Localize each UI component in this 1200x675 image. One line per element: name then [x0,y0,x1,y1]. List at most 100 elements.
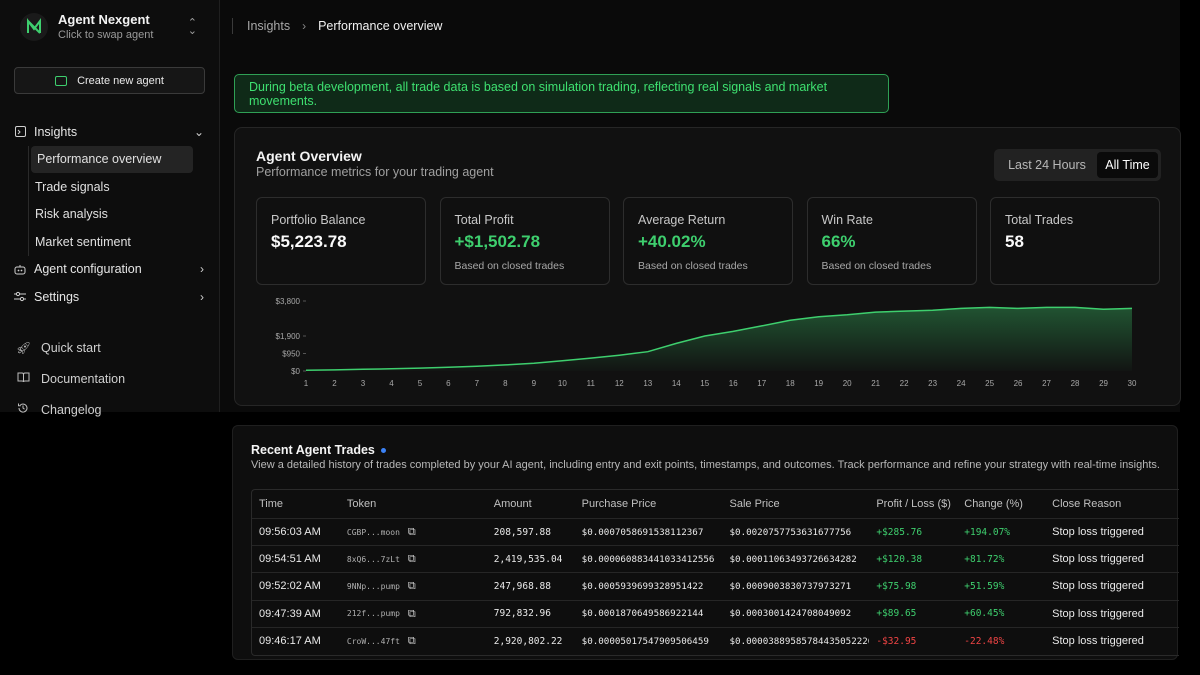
range-last-24-hours[interactable]: Last 24 Hours [1008,158,1086,172]
x-tick-label: 9 [532,379,537,388]
external-link-icon[interactable]: ⧉ [407,552,416,566]
link-label: Quick start [41,340,101,355]
app-window: Agent Nexgent Click to swap agent ⌃ ⌄ Cre… [14,0,1181,417]
table-row[interactable]: 09:52:02 AM 9NNp...pump ⧉ 247,968.88 $0.0… [252,573,1179,601]
column-header[interactable]: Change (%) [964,498,1023,510]
sidebar-item-market-sentiment[interactable]: Market sentiment [35,234,131,249]
external-link-icon[interactable]: ⧉ [407,634,416,648]
live-dot-icon [380,447,386,453]
create-agent-button[interactable]: Create new agent [14,67,205,94]
table-header: Time Token Amount Purchase Price Sale Pr… [252,490,1179,519]
agent-overview-panel: Agent Overview Performance metrics for y… [234,127,1181,406]
x-tick-label: 12 [615,379,624,388]
chart-box-icon [14,126,26,138]
panel-title: Agent Overview [256,148,362,164]
sidebar-bottom-links: 🚀︎ Quick start Documentation Changelog [16,332,125,425]
card-label: Win Rate [821,213,873,227]
x-tick-label: 24 [957,379,966,388]
card-label: Total Profit [454,213,514,227]
external-link-icon[interactable]: ⧉ [407,525,416,539]
portfolio-balance-chart: $3,800$1,900$950$01 2 3 4 5 6 7 8 9 10 11 12 13 14 15 1… [276,297,1137,388]
beta-notice-banner: During beta development, all trade data … [234,74,889,113]
sliders-icon [14,291,26,303]
card-value: $5,223.78 [271,232,347,251]
x-tick-label: 26 [1014,379,1023,388]
x-tick-label: 11 [587,379,596,388]
x-tick-label: 15 [700,379,709,388]
cell-purchase-price: $0.0005939699328951422 [581,580,704,592]
x-tick-label: 1 [304,379,309,388]
link-label: Documentation [41,371,126,386]
history-icon [16,402,30,417]
link-label: Changelog [41,402,102,417]
column-header[interactable]: Token [346,498,377,510]
token-address[interactable]: CroW...47ft [346,636,400,646]
cell-time: 09:56:03 AM [259,526,321,539]
robot-icon [14,263,26,275]
cell-change: +51.59% [964,580,1005,592]
cell-change: +194.07% [964,526,1011,538]
documentation-link[interactable]: Documentation [16,363,125,394]
cell-purchase-price: $0.0007058691538112367 [581,526,704,538]
sidebar-item-insights[interactable]: Insights ⌄ [14,118,206,146]
trades-table: Time Token Amount Purchase Price Sale Pr… [251,489,1179,656]
table-row[interactable]: 09:47:39 AM 212f...pump ⧉ 792,832.96 $0.0… [252,601,1179,628]
sidebar-nav: Insights ⌄ Performance overview Trade si… [14,118,206,311]
x-tick-label: 21 [871,379,880,388]
table-row[interactable]: 09:46:17 AM CroW...47ft ⧉ 2,920,802.22 $0… [252,628,1179,655]
agent-switcher[interactable]: Agent Nexgent Click to swap agent ⌃ ⌄ [20,10,205,44]
token-address[interactable]: 212f...pump [346,609,400,619]
table-row[interactable]: 09:54:51 AM 8xQ6...7zLt ⧉ 2,419,535.04 $0… [252,546,1179,574]
range-all-time[interactable]: All Time [1097,152,1158,178]
cell-change: +60.45% [964,608,1005,620]
agent-name: Agent Nexgent [58,12,150,27]
sidebar-item-risk-analysis[interactable]: Risk analysis [35,207,108,222]
cell-close-reason: Stop loss triggered [1052,607,1144,620]
x-tick-label: 23 [928,379,937,388]
token-address[interactable]: 9NNp...pump [346,581,400,591]
quick-start-link[interactable]: 🚀︎ Quick start [16,332,125,363]
portfolio-balance-card: Portfolio Balance $5,223.78 [256,197,426,285]
column-header[interactable]: Sale Price [729,498,780,510]
token-address[interactable]: 8xQ6...7zLt [346,554,400,564]
trades-title: Recent Agent Trades [251,443,375,457]
chevron-down-icon: ⌄ [193,124,204,139]
sidebar-item-settings[interactable]: Settings › [14,283,206,311]
cell-profit-loss: +$285.76 [876,526,923,538]
breadcrumb-current: Performance overview [318,19,443,33]
sidebar-item-trade-signals[interactable]: Trade signals [35,179,110,194]
chevron-right-icon: › [200,262,204,277]
x-tick-label: 17 [757,379,766,388]
external-link-icon[interactable]: ⧉ [407,606,416,620]
cell-close-reason: Stop loss triggered [1052,635,1144,648]
cell-profit-loss: +$120.38 [876,553,923,565]
cell-change: -22.48% [964,635,1005,647]
column-header[interactable]: Amount [493,498,532,510]
card-label: Average Return [638,213,726,227]
x-tick-label: 10 [558,379,567,388]
cell-amount: 208,597.88 [493,526,551,538]
column-header[interactable]: Time [259,498,284,510]
cell-sale-price: $0.00011063493726634282 [729,553,857,565]
win-rate-card: Win Rate 66% Based on closed trades [806,197,977,285]
breadcrumb-parent[interactable]: Insights [247,19,291,33]
sidebar-item-agent-configuration[interactable]: Agent configuration › [14,256,206,284]
table-row[interactable]: 09:56:03 AM CGBP...moon ⧉ 208,597.88 $0.0… [252,519,1179,547]
token-address[interactable]: CGBP...moon [346,527,400,537]
column-header[interactable]: Purchase Price [581,498,657,510]
column-header[interactable]: Close Reason [1052,498,1122,510]
y-tick-label: $1,900 [276,332,301,341]
cell-close-reason: Stop loss triggered [1052,580,1144,593]
changelog-link[interactable]: Changelog [16,394,125,425]
x-tick-label: 13 [643,379,652,388]
card-label: Total Trades [1005,213,1074,227]
x-tick-label: 8 [503,379,508,388]
card-note: Based on closed trades [454,260,565,272]
cell-profit-loss: -$32.95 [876,635,917,647]
external-link-icon[interactable]: ⧉ [407,579,416,593]
column-header[interactable]: Profit / Loss ($) [876,498,951,510]
cell-time: 09:46:17 AM [259,635,321,648]
x-tick-label: 14 [672,379,681,388]
card-note: Based on closed trades [821,260,932,272]
sidebar-item-performance-overview[interactable]: Performance overview [31,145,193,173]
